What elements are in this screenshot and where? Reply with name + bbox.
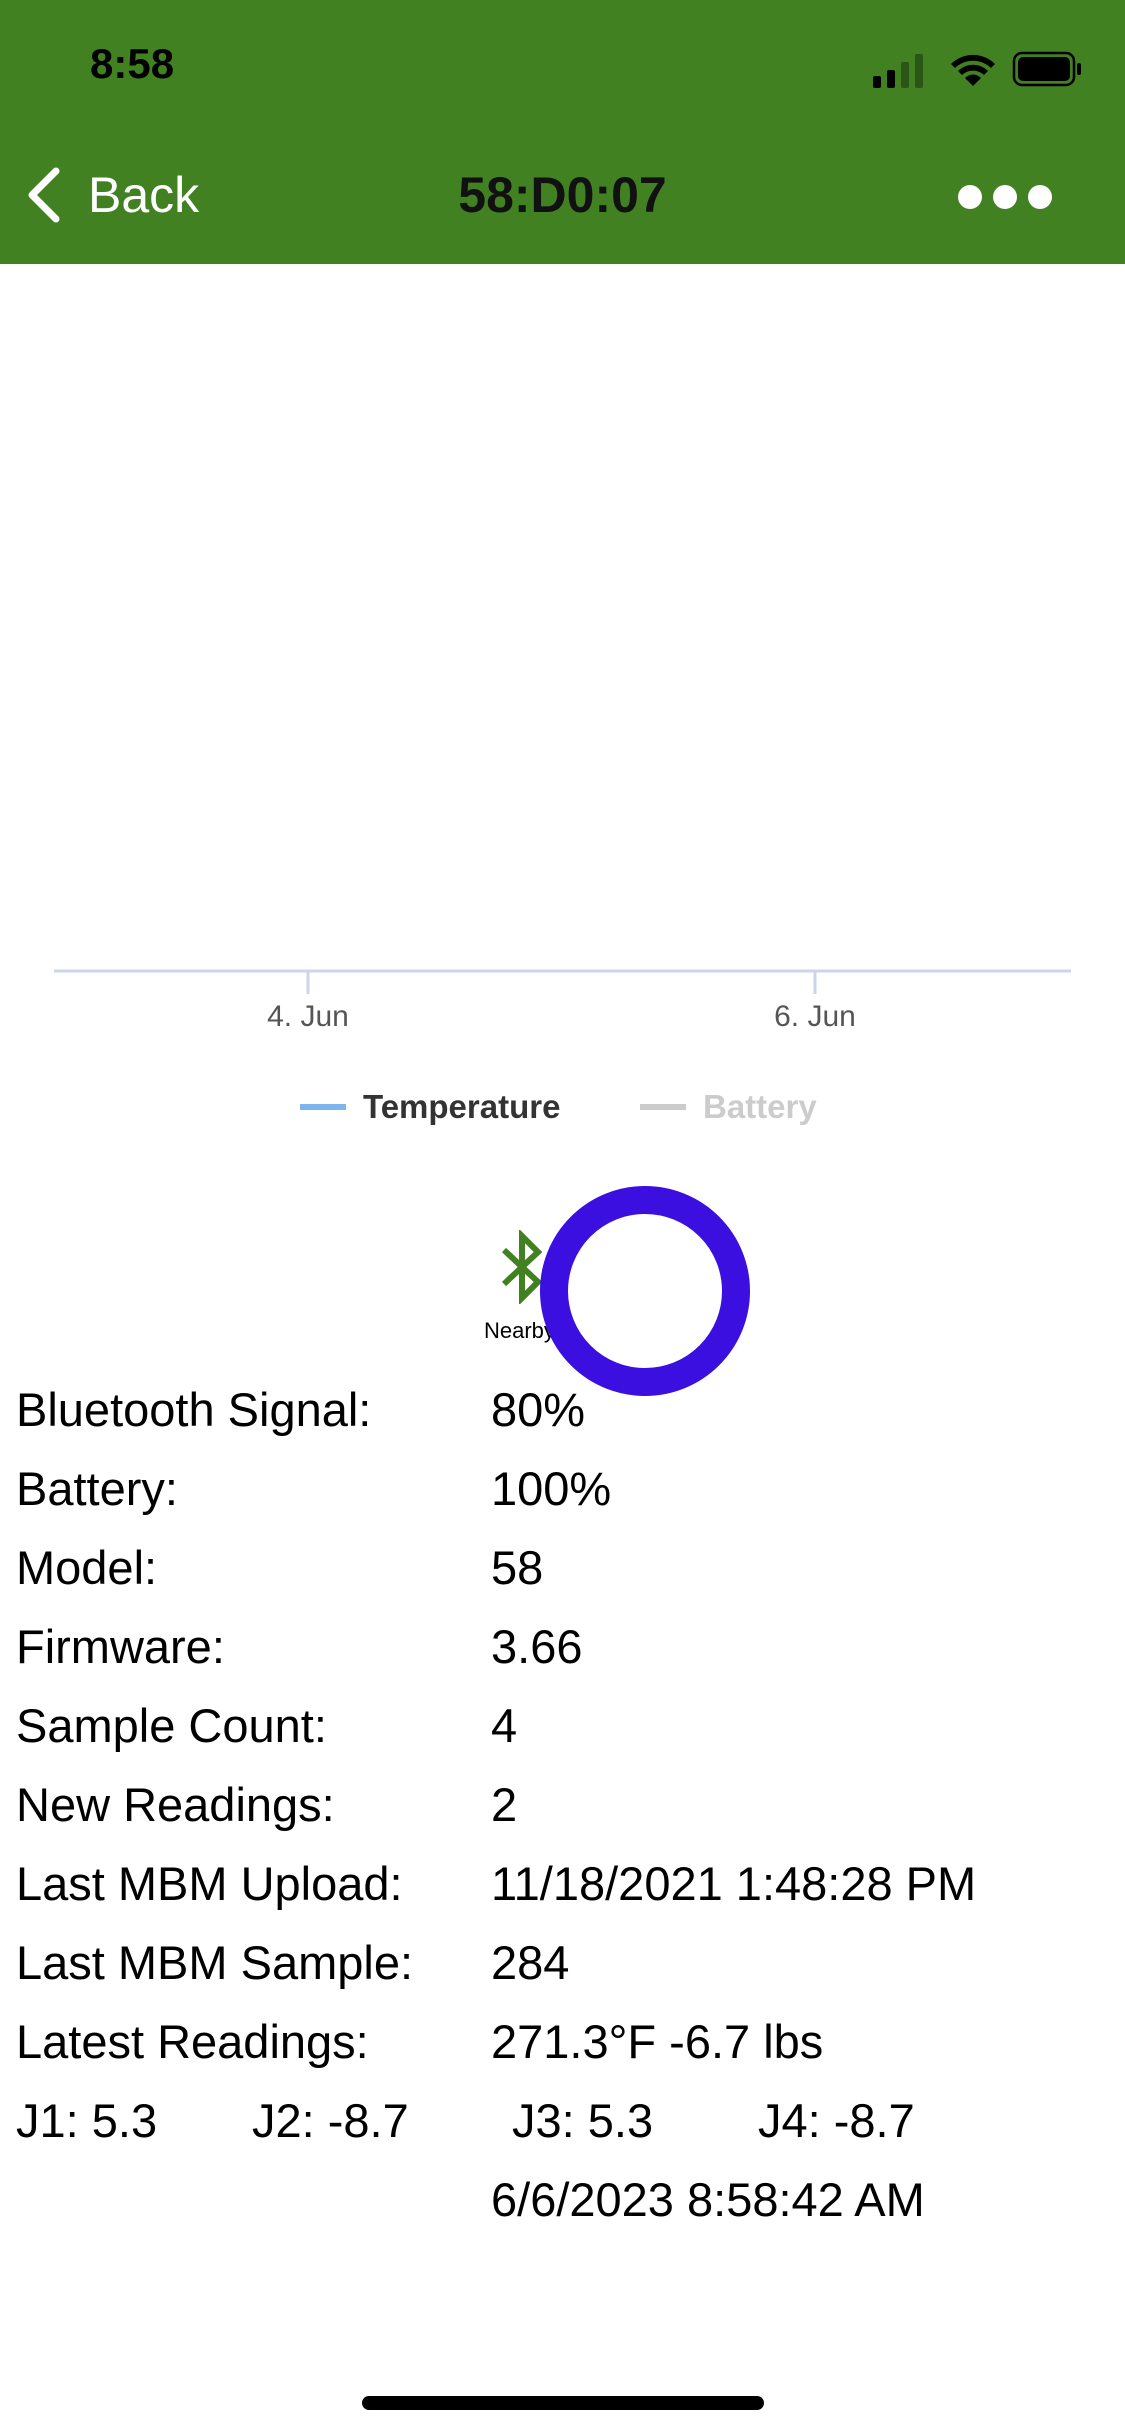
legend-label-temperature: Temperature xyxy=(363,1088,560,1125)
info-value: 58 xyxy=(491,1541,544,1594)
info-value: 3.66 xyxy=(491,1620,583,1673)
x-tick-label-6-jun: 6. Jun xyxy=(774,1000,856,1033)
info-value: 80% xyxy=(491,1383,586,1436)
j-readings-row: J1: 5.3 J2: -8.7 J3: 5.3 J4: -8.7 xyxy=(16,2081,1116,2160)
info-row-sample-count: Sample Count: 4 xyxy=(16,1686,1116,1765)
info-row-battery: Battery: 100% xyxy=(16,1449,1116,1528)
info-row-bluetooth-signal: Bluetooth Signal: 80% xyxy=(16,1370,1116,1449)
x-tick-label-4-jun: 4. Jun xyxy=(267,1000,349,1033)
j4-reading: J4: -8.7 xyxy=(758,2094,915,2147)
nearby-label: Nearby xyxy=(484,1318,555,1343)
cellular-signal-icon xyxy=(873,54,923,88)
reading-timestamp: 6/6/2023 8:58:42 AM xyxy=(491,2173,925,2226)
info-label: New Readings: xyxy=(16,1778,335,1831)
reading-timestamp-row: 6/6/2023 8:58:42 AM xyxy=(16,2160,1116,2239)
info-label: Latest Readings: xyxy=(16,2015,369,2068)
bluetooth-icon xyxy=(501,1230,543,1304)
info-label: Sample Count: xyxy=(16,1699,327,1752)
wifi-icon xyxy=(951,54,995,86)
status-icons xyxy=(873,51,1081,88)
info-label: Bluetooth Signal: xyxy=(16,1383,372,1436)
device-status: Nearby xyxy=(470,1230,610,1350)
device-info: Bluetooth Signal: 80% Battery: 100% Mode… xyxy=(16,1370,1116,2239)
info-row-firmware: Firmware: 3.66 xyxy=(16,1607,1116,1686)
back-button[interactable]: Back xyxy=(24,160,199,230)
back-label: Back xyxy=(88,167,200,223)
legend-item-temperature[interactable]: Temperature xyxy=(300,1088,560,1125)
legend-item-battery[interactable]: Battery xyxy=(640,1088,817,1125)
info-value: 4 xyxy=(491,1699,518,1752)
j2-reading: J2: -8.7 xyxy=(252,2094,409,2147)
info-value: 11/18/2021 1:48:28 PM xyxy=(491,1857,977,1910)
status-time: 8:58 xyxy=(90,40,175,87)
page-title: 58:D0:07 xyxy=(458,167,667,223)
info-row-latest-readings: Latest Readings: 271.3°F -6.7 lbs xyxy=(16,2002,1116,2081)
info-label: Last MBM Upload: xyxy=(16,1857,403,1910)
info-value: 2 xyxy=(491,1778,518,1831)
battery-icon xyxy=(1012,51,1081,87)
home-indicator xyxy=(362,2396,764,2410)
info-label: Firmware: xyxy=(16,1620,225,1673)
info-row-model: Model: 58 xyxy=(16,1528,1116,1607)
j1-reading: J1: 5.3 xyxy=(16,2094,158,2147)
touch-indicator-ring xyxy=(540,1186,750,1396)
info-value: 284 xyxy=(491,1936,570,1989)
more-options-icon[interactable] xyxy=(955,182,1055,212)
info-label: Battery: xyxy=(16,1462,178,1515)
temperature-chart: 4. Jun 6. Jun Temperature Battery xyxy=(54,969,1071,1125)
info-label: Model: xyxy=(16,1541,158,1594)
chevron-left-icon xyxy=(28,167,60,223)
j3-reading: J3: 5.3 xyxy=(512,2094,654,2147)
info-row-new-readings: New Readings: 2 xyxy=(16,1765,1116,1844)
info-value: 100% xyxy=(491,1462,612,1515)
nav-header: 8:58 Back 58:D0:07 xyxy=(0,0,1125,264)
info-value: 271.3°F -6.7 lbs xyxy=(491,2015,824,2068)
info-row-last-mbm-sample: Last MBM Sample: 284 xyxy=(16,1923,1116,2002)
info-row-last-mbm-upload: Last MBM Upload: 11/18/2021 1:48:28 PM xyxy=(16,1844,1116,1923)
info-label: Last MBM Sample: xyxy=(16,1936,414,1989)
legend-label-battery: Battery xyxy=(703,1088,817,1125)
